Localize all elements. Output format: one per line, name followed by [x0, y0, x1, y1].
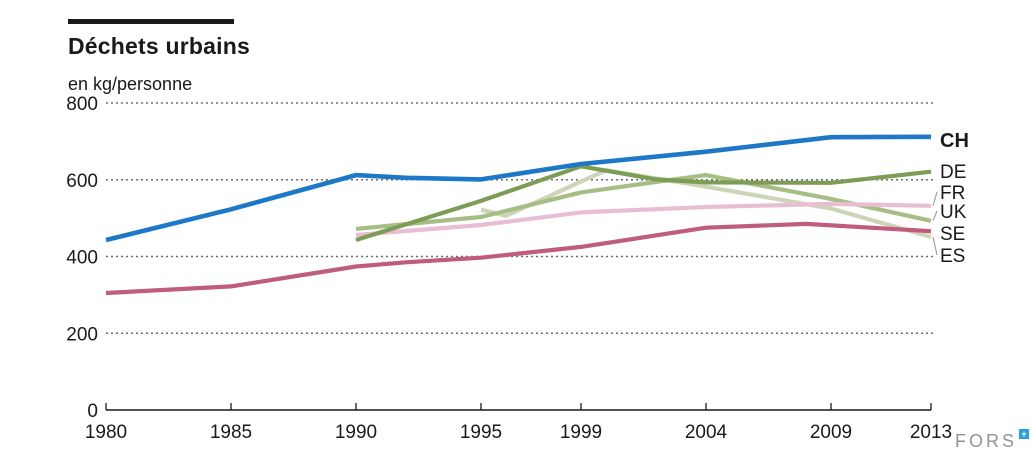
x-tick-label-2013: 2013: [910, 422, 952, 443]
x-tick-label-1999: 1999: [560, 422, 602, 443]
y-tick-label-400: 400: [66, 248, 98, 269]
legend-label-FR: FR: [940, 183, 965, 204]
x-tick-label-1995: 1995: [460, 422, 502, 443]
legend-label-SE: SE: [940, 224, 965, 245]
series-line-SE: [105, 221, 932, 296]
legend-label-CH: CH: [940, 130, 969, 152]
legend-label-ES: ES: [940, 246, 965, 267]
series-line-DE: [355, 164, 932, 243]
legend-connector-ES: [932, 236, 938, 256]
axis-unit-label: en kg/personne: [68, 74, 193, 94]
legend-label-DE: DE: [940, 162, 966, 183]
x-tick-label-1980: 1980: [85, 422, 127, 443]
x-tick-label-2009: 2009: [810, 422, 852, 443]
legend-connector-FR: [932, 191, 938, 206]
legend-label-UK: UK: [940, 202, 967, 223]
series-line-CH: [105, 134, 932, 243]
fors-logo-text: FORS: [955, 431, 1018, 451]
x-tick-label-2004: 2004: [685, 422, 728, 443]
x-tick-label-1985: 1985: [210, 422, 252, 443]
y-tick-label-600: 600: [66, 171, 98, 192]
x-tick-label-1990: 1990: [335, 422, 377, 443]
fors-logo: FORS +: [955, 429, 1030, 452]
y-tick-label-0: 0: [87, 401, 98, 422]
y-tick-label-200: 200: [66, 324, 98, 345]
legend-connector-UK: [932, 210, 938, 222]
title-accent-bar: [68, 19, 234, 24]
chart-title: Déchets urbains: [68, 33, 250, 59]
y-tick-label-800: 800: [66, 94, 98, 115]
series-line-FR: [355, 201, 932, 238]
fors-logo-mark: +: [1019, 429, 1030, 439]
